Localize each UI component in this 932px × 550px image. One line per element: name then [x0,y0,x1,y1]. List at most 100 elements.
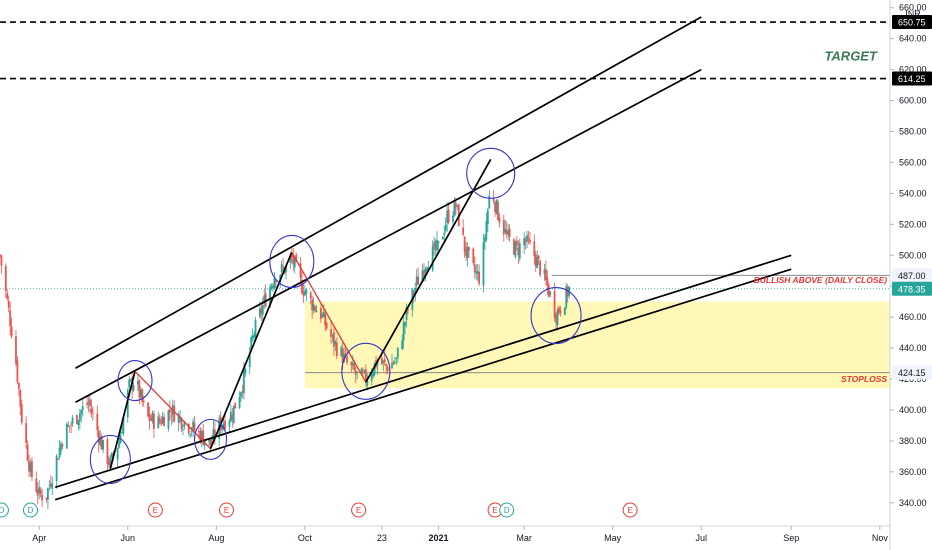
pivot-high-sep-circle[interactable] [269,234,315,289]
trend-upper-channel-top[interactable] [75,16,702,369]
candle [463,236,466,258]
candle [68,425,71,433]
trend-lower-support-1[interactable] [54,254,792,489]
bullish-above-label: BULLISH ABOVE (DAILY CLOSE) [754,275,888,285]
pivot-high-feb-circle[interactable] [466,147,516,199]
candle [192,418,194,438]
candle [272,283,274,293]
trend-swing-down-1[interactable] [134,370,211,450]
candle [494,201,496,217]
candle [160,416,163,427]
svg-text:478.35: 478.35 [898,284,926,294]
price-badges-layer: 650.75 614.25 487.00 424.15 478.35 [892,15,932,380]
pivot-high-jun-circle[interactable] [117,360,153,402]
candle [311,295,314,319]
time-tick-label: Oct [298,533,313,543]
pivot-low-may-circle[interactable] [89,434,131,485]
currency-label: INR [905,9,921,19]
event-d-marker[interactable]: D [499,502,515,518]
candle [231,408,234,428]
time-tick-label: 23 [377,533,387,543]
candle [465,241,467,261]
event-e-marker[interactable]: E [351,502,367,518]
candle [41,488,44,508]
svg-text:424.15: 424.15 [898,368,926,378]
candle [415,269,418,293]
time-axis[interactable]: Apr Jun Aug Oct 23 2021 Mar May Jul Sep Nov [0,525,890,543]
candle [526,230,528,249]
candle [55,453,58,489]
pivot-low-mar-circle[interactable] [530,287,582,345]
candle [566,284,569,303]
pivot-low-nov-circle[interactable] [341,342,391,400]
candle [0,254,3,274]
candle [65,422,68,449]
candle [20,399,23,425]
trend-lower-support-2[interactable] [54,268,792,501]
candle [484,233,486,250]
candle [382,360,385,372]
candle [116,447,119,467]
candle [189,432,192,439]
badge-bullish-above: 487.00 [892,268,932,283]
candle [351,355,354,370]
price-tick-label: 540.00 [899,188,927,198]
candle [263,289,266,309]
pivot-low-jul-circle[interactable] [193,418,228,460]
candle [19,389,22,416]
candle [478,264,481,287]
candle [29,459,32,477]
event-e-marker[interactable]: E [147,502,163,518]
candle [524,236,527,250]
candle [209,438,212,453]
candle [386,365,389,374]
price-tick-label: 560.00 [899,157,927,167]
svg-text:650.75: 650.75 [898,18,926,28]
candle [325,321,328,331]
candle [482,233,485,293]
candle [385,363,388,375]
candle [213,421,216,445]
candle [319,304,322,323]
candle [396,347,399,363]
trend-upper-channel-bottom[interactable] [75,68,702,403]
svg-text:487.00: 487.00 [898,271,926,281]
trend-swing-up-2[interactable] [209,251,293,449]
svg-text:E: E [356,506,361,515]
time-tick-label: Jul [695,533,707,543]
event-e-marker[interactable]: E [622,502,638,518]
candle [168,400,171,421]
trend-swing-up-3[interactable] [365,158,492,383]
trend-swing-down-2[interactable] [291,251,367,383]
candle [4,263,7,298]
candle [556,307,559,331]
candle [539,259,541,278]
candle [107,455,110,469]
candle [488,190,491,210]
candle [476,263,479,282]
candle [126,388,129,423]
candle [472,247,475,266]
candle [558,305,560,316]
badge-upper-target: 650.75 [892,15,932,30]
event-e-marker[interactable]: E [218,502,234,518]
badge-current-price: 478.35 [892,281,932,296]
event-d-marker[interactable]: D [0,502,9,518]
price-tick-label: 380.00 [899,436,927,446]
candle [514,240,517,259]
candle [157,411,160,429]
candle [238,391,241,410]
candle [346,348,348,366]
price-tick-label: 620.00 [899,65,927,75]
candle [38,480,41,500]
candle [431,240,434,273]
trend-swing-up-1[interactable] [109,371,136,469]
candle [200,428,203,448]
event-d-marker[interactable]: D [22,502,38,518]
candle [28,454,30,478]
candle [364,364,367,388]
candle [395,356,398,365]
candle [444,217,447,234]
candle [563,307,566,316]
